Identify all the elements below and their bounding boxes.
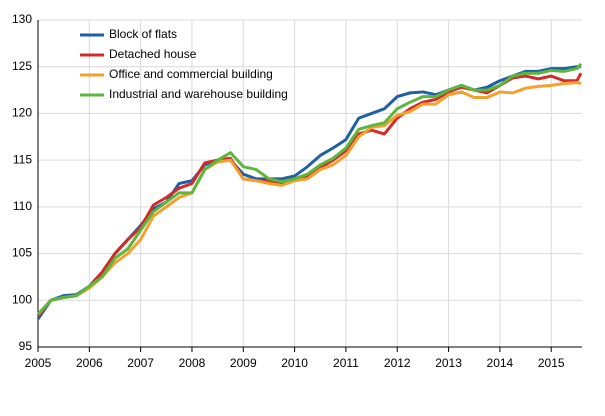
y-tick-label: 100 bbox=[12, 292, 32, 306]
x-tick-label: 2011 bbox=[333, 356, 359, 370]
y-tick-label: 115 bbox=[13, 152, 32, 166]
x-tick-label: 2010 bbox=[281, 356, 308, 370]
legend-label: Block of flats bbox=[109, 27, 177, 41]
legend-label: Detached house bbox=[109, 47, 197, 61]
x-tick-label: 2009 bbox=[230, 356, 257, 370]
x-tick-label: 2015 bbox=[538, 356, 565, 370]
legend-label: Office and commercial building bbox=[109, 67, 273, 81]
x-tick-label: 2008 bbox=[179, 356, 206, 370]
x-tick-label: 2005 bbox=[25, 356, 52, 370]
y-tick-label: 105 bbox=[12, 246, 32, 260]
x-tick-label: 2006 bbox=[76, 356, 103, 370]
series-line bbox=[36, 62, 583, 316]
x-tick-label: 2012 bbox=[384, 356, 411, 370]
legend-label: Industrial and warehouse building bbox=[109, 87, 288, 101]
y-tick-label: 130 bbox=[12, 12, 32, 26]
y-tick-label: 125 bbox=[12, 59, 32, 73]
x-tick-label: 2014 bbox=[487, 356, 514, 370]
y-tick-label: 110 bbox=[13, 199, 32, 213]
series-line bbox=[36, 81, 582, 316]
x-tick-label: 2013 bbox=[435, 356, 462, 370]
x-tick-label: 2007 bbox=[127, 356, 154, 370]
y-tick-label: 95 bbox=[19, 339, 33, 353]
y-tick-label: 120 bbox=[12, 106, 32, 120]
